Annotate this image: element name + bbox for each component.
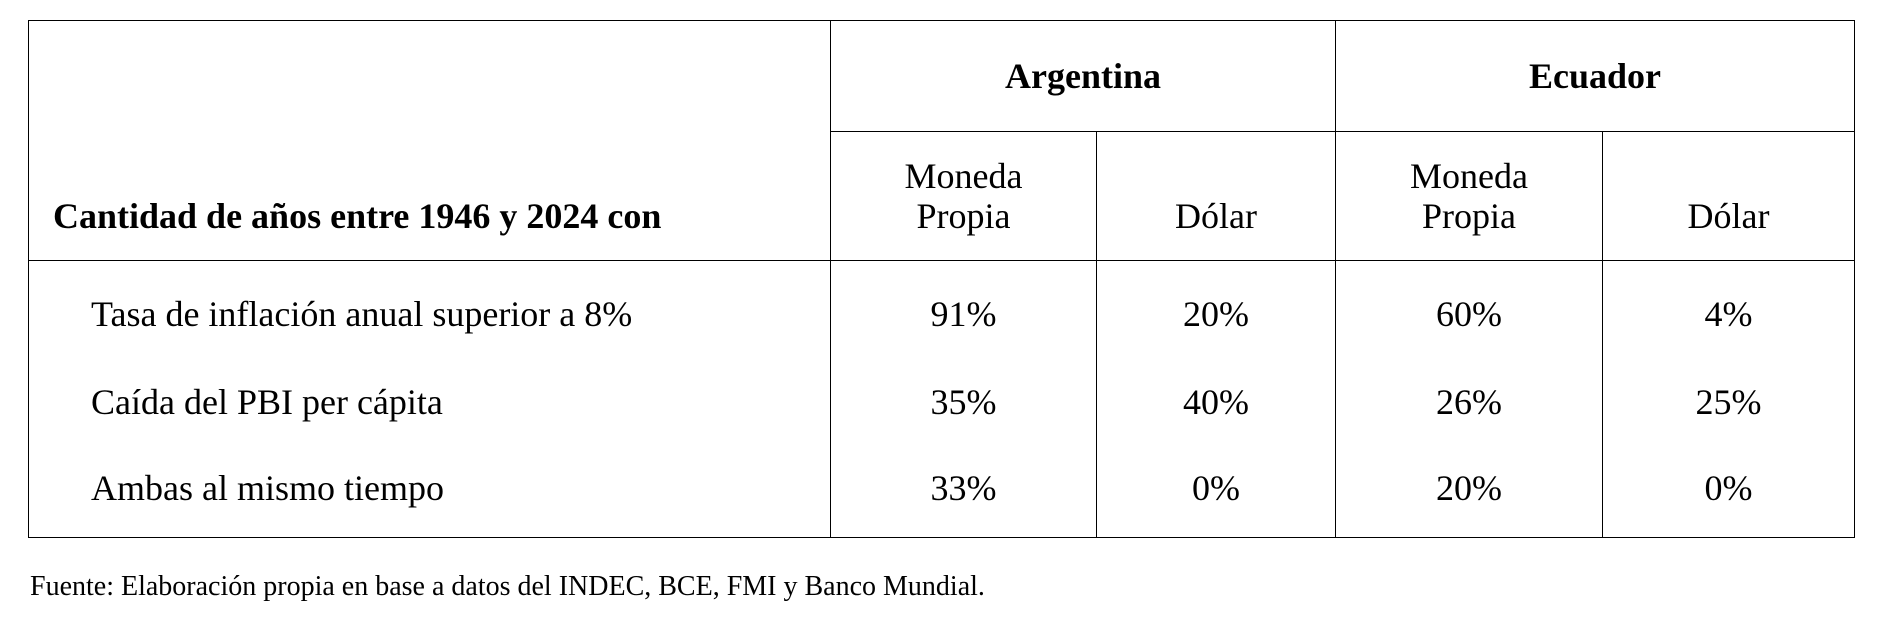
- table-cell: 40%: [1096, 359, 1336, 445]
- table-cell: 26%: [1335, 359, 1603, 445]
- column-header-ecuador-dolar: Dólar: [1601, 131, 1855, 261]
- country-header-argentina: Argentina: [830, 20, 1336, 132]
- source-note: Fuente: Elaboración propia en base a dat…: [30, 571, 985, 602]
- header-row-currency: Moneda Propia Dólar Moneda Propia Dólar: [29, 131, 1855, 261]
- country-header-ecuador: Ecuador: [1334, 20, 1855, 132]
- data-table-container: Cantidad de años entre 1946 y 2024 con A…: [28, 20, 1856, 538]
- column-header-label: Dólar: [1175, 196, 1257, 236]
- table-cell: 0%: [1601, 445, 1855, 538]
- column-header-argentina-moneda-propia: Moneda Propia: [830, 131, 1097, 261]
- table-cell: 0%: [1096, 445, 1336, 538]
- row-label: Caída del PBI per cápita: [91, 382, 443, 422]
- table-row-both: Ambas al mismo tiempo 33% 0% 20% 0%: [29, 445, 1855, 538]
- row-label: Tasa de inflación anual superior a 8%: [91, 294, 633, 334]
- table-cell: 4%: [1601, 260, 1855, 359]
- data-table: Cantidad de años entre 1946 y 2024 con A…: [28, 20, 1856, 538]
- table-cell: 25%: [1601, 359, 1855, 445]
- table-row-inflation: Tasa de inflación anual superior a 8% 91…: [29, 260, 1855, 359]
- header-row-countries: Cantidad de años entre 1946 y 2024 con A…: [28, 20, 1855, 261]
- table-cell: 20%: [1096, 260, 1336, 359]
- table-cell: 35%: [830, 359, 1097, 445]
- table-row-gdp-fall: Caída del PBI per cápita 35% 40% 26% 25%: [29, 359, 1855, 445]
- table-cell: 91%: [830, 260, 1097, 359]
- table-cell: 60%: [1335, 260, 1603, 359]
- column-header-label: Dólar: [1687, 196, 1770, 236]
- column-header-argentina-dolar: Dólar: [1096, 131, 1336, 261]
- row-label: Ambas al mismo tiempo: [91, 468, 444, 508]
- column-header-label: Moneda Propia: [1410, 156, 1528, 236]
- table-cell: 33%: [830, 445, 1097, 538]
- corner-header: Cantidad de años entre 1946 y 2024 con: [28, 20, 831, 261]
- table-cell: 20%: [1335, 445, 1603, 538]
- column-header-label: Moneda Propia: [904, 156, 1023, 236]
- column-header-ecuador-moneda-propia: Moneda Propia: [1335, 131, 1603, 261]
